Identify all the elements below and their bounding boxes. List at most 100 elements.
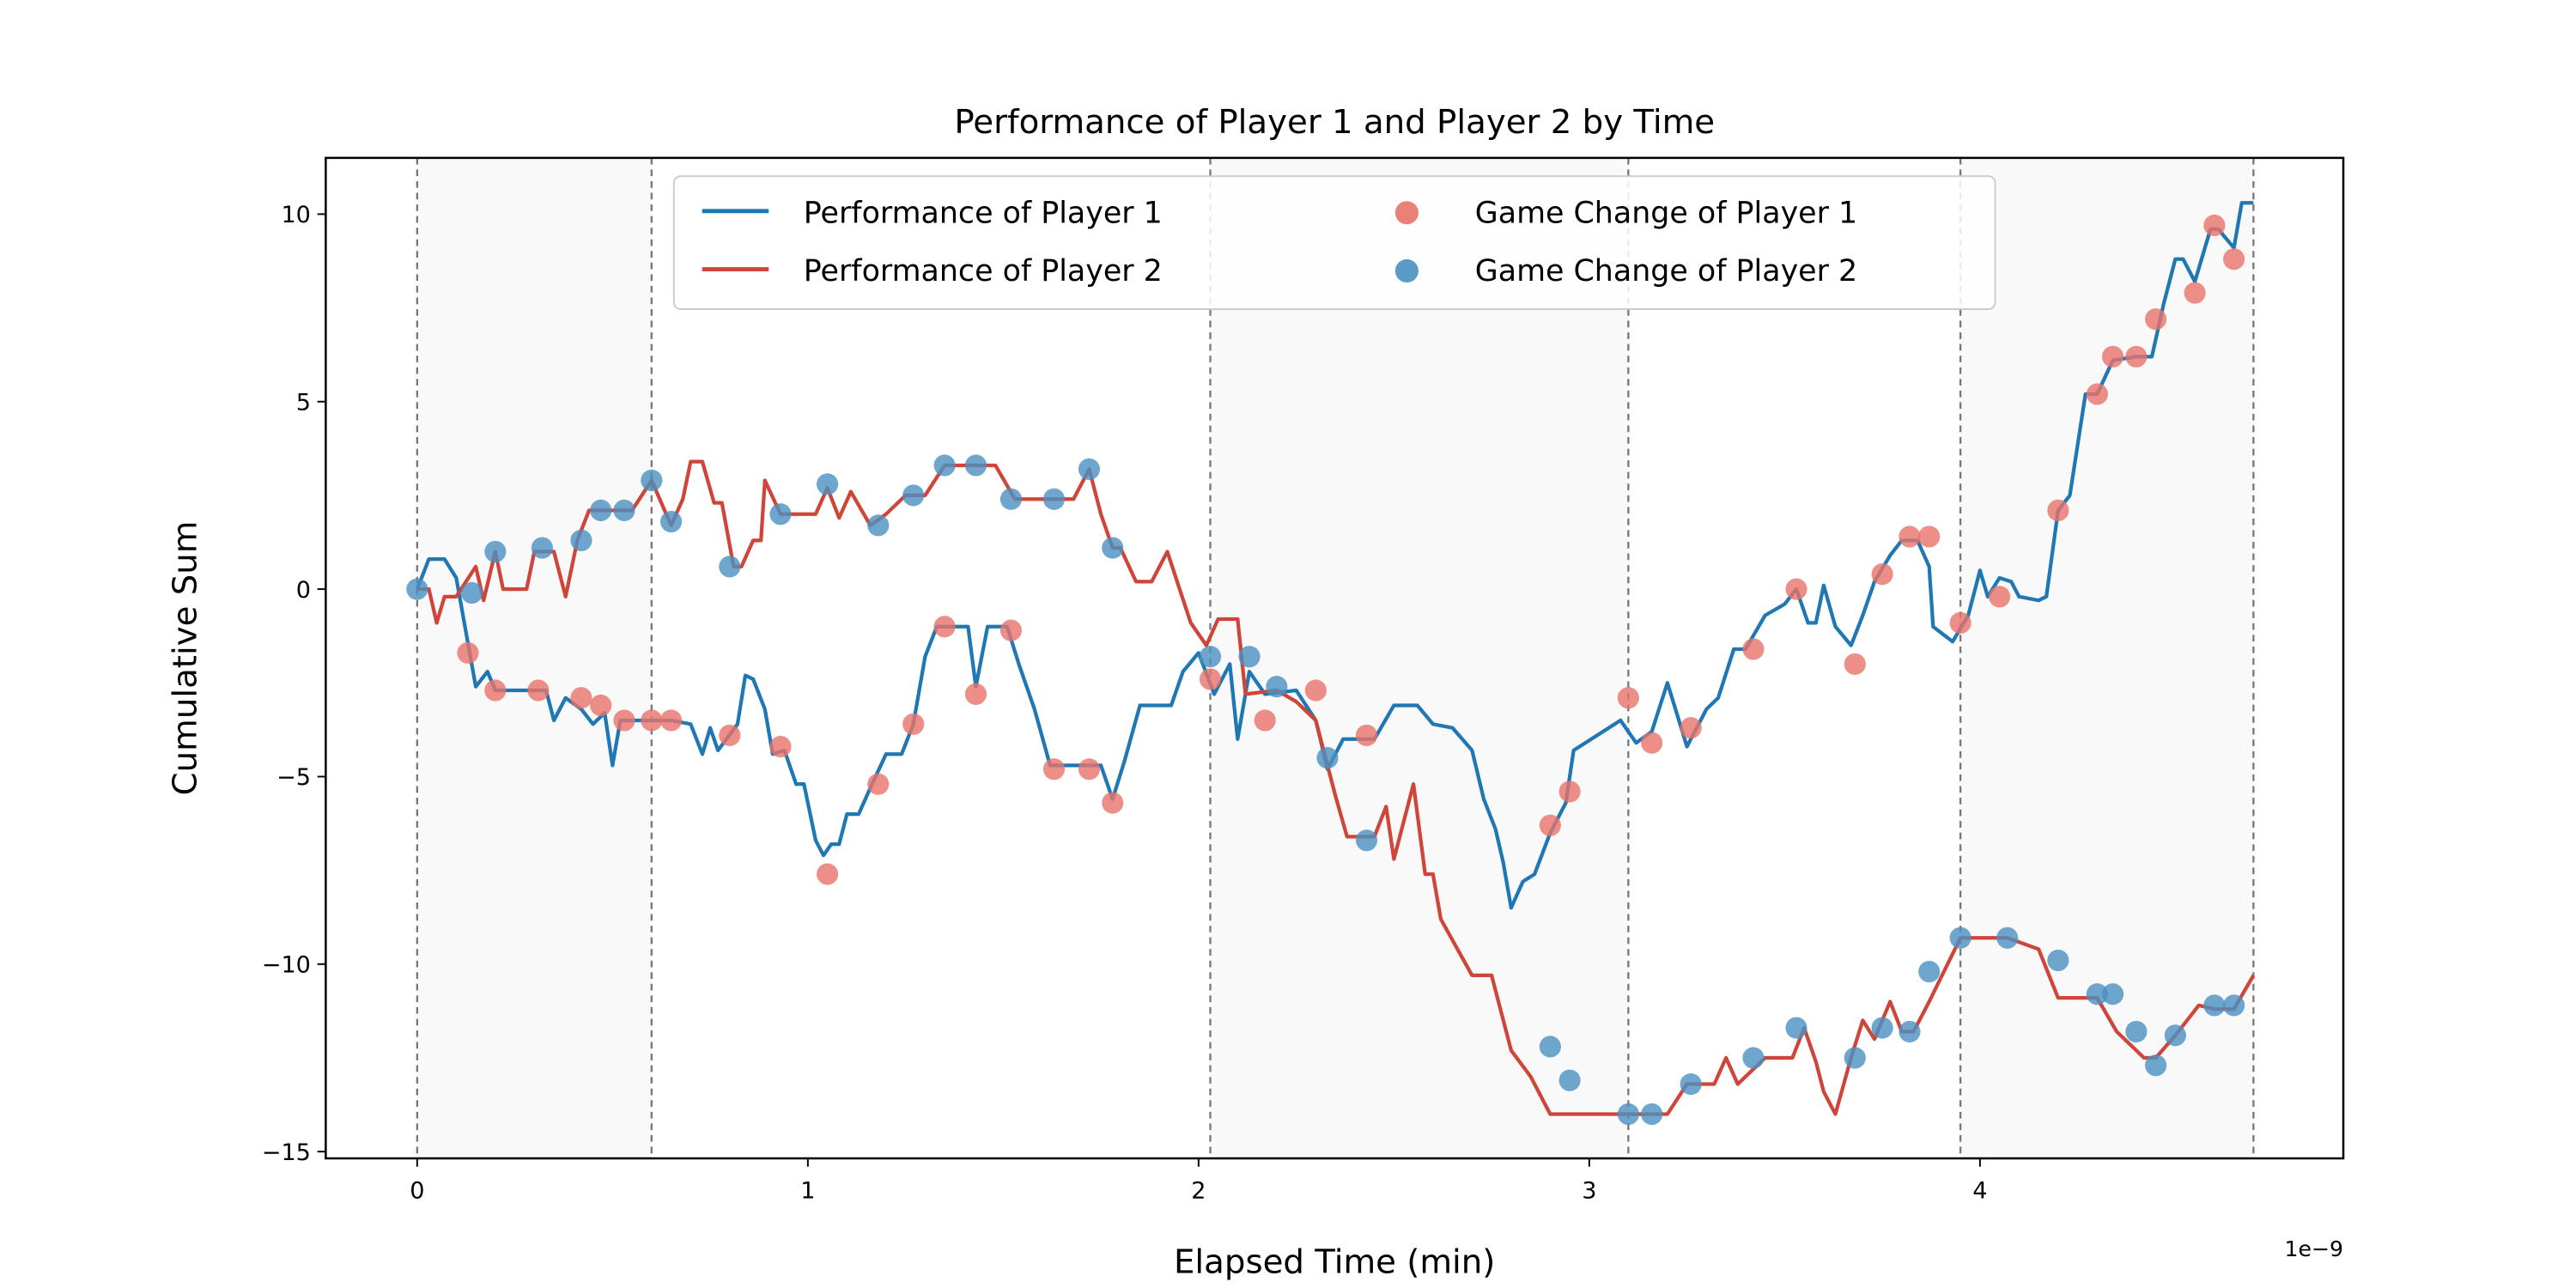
x-tick-label: 1 xyxy=(800,1177,815,1204)
scatter-point xyxy=(484,540,507,563)
scatter-point xyxy=(527,679,550,702)
scatter-point xyxy=(613,709,635,732)
scatter-point xyxy=(1558,781,1581,803)
scatter-point xyxy=(1785,578,1807,600)
scatter-point xyxy=(1844,653,1866,676)
scatter-point xyxy=(1617,687,1639,709)
scatter-point xyxy=(719,556,741,578)
scatter-point xyxy=(1304,679,1327,702)
scatter-point xyxy=(1641,732,1663,754)
scatter-point xyxy=(933,616,956,638)
scatter-point xyxy=(460,581,483,605)
scatter-point xyxy=(641,469,663,492)
scatter-point xyxy=(1641,1103,1663,1126)
scatter-point xyxy=(2223,248,2245,270)
y-tick-label: −10 xyxy=(262,951,311,978)
scatter-point xyxy=(999,488,1023,510)
axes-frame xyxy=(325,156,2345,1160)
scatter-point xyxy=(1742,1047,1765,1069)
scatter-point xyxy=(1539,1036,1561,1058)
scatter-point xyxy=(2086,383,2108,405)
scatter-point xyxy=(1102,792,1124,814)
y-tick-label: −5 xyxy=(276,764,311,791)
scatter-point xyxy=(2223,994,2245,1017)
scatter-point xyxy=(406,578,428,600)
x-offset-label: 1e−9 xyxy=(2284,1236,2343,1261)
scatter-point xyxy=(613,499,635,521)
game-shade xyxy=(1210,157,1629,1159)
x-axis-label: Elapsed Time (min) xyxy=(1174,1243,1495,1282)
scatter-point xyxy=(660,510,683,533)
legend-swatch xyxy=(1394,258,1419,283)
scatter-point xyxy=(1199,646,1222,668)
legend-label: Performance of Player 1 xyxy=(804,196,1163,230)
scatter-point xyxy=(1742,638,1765,660)
scatter-point xyxy=(570,687,592,709)
scatter-point xyxy=(817,473,839,495)
scatter-point xyxy=(641,709,663,732)
scatter-point xyxy=(590,694,612,717)
scatter-point xyxy=(660,709,683,732)
scatter-point xyxy=(457,641,479,664)
scatter-point xyxy=(1199,668,1222,690)
scatter-point xyxy=(1680,1072,1702,1096)
y-axis-label: Cumulative Sum xyxy=(166,521,204,796)
scatter-point xyxy=(590,499,612,521)
legend-label: Game Change of Player 2 xyxy=(1475,254,1857,289)
scatter-point xyxy=(1078,458,1101,480)
scatter-point xyxy=(902,713,925,735)
scatter-point xyxy=(2164,1024,2186,1047)
scatter-point xyxy=(964,683,987,705)
scatter-point xyxy=(1785,1017,1807,1039)
scatter-point xyxy=(719,724,741,746)
scatter-point xyxy=(2125,1020,2148,1043)
scatter-point xyxy=(2203,214,2226,237)
game-shade xyxy=(416,157,652,1159)
scatter-point xyxy=(964,454,987,477)
legend-label: Performance of Player 2 xyxy=(804,254,1163,289)
scatter-point xyxy=(1949,927,1971,949)
scatter-point xyxy=(1680,717,1702,739)
scatter-point xyxy=(867,514,890,537)
y-tick-label: 5 xyxy=(296,389,311,416)
scatter-point xyxy=(999,619,1023,641)
legend-box xyxy=(672,175,1996,310)
legend-label: Game Change of Player 1 xyxy=(1475,196,1857,230)
scatter-point xyxy=(1949,611,1971,634)
scatter-point xyxy=(2203,994,2226,1017)
chart-title: Performance of Player 1 and Player 2 by … xyxy=(954,103,1715,142)
x-tick-label: 0 xyxy=(410,1177,424,1204)
scatter-point xyxy=(2125,345,2148,368)
scatter-point xyxy=(817,863,839,885)
scatter-point xyxy=(902,484,925,507)
scatter-point xyxy=(531,537,554,559)
scatter-point xyxy=(2101,345,2124,368)
scatter-point xyxy=(1266,676,1288,698)
scatter-point xyxy=(570,529,592,551)
scatter-point xyxy=(1996,927,2019,949)
y-tick-label: 0 xyxy=(296,577,311,604)
scatter-point xyxy=(2047,499,2069,521)
scatter-point xyxy=(1871,1017,1893,1039)
scatter-point xyxy=(2086,983,2108,1005)
scatter-point xyxy=(1918,960,1941,983)
scatter-point xyxy=(1989,586,2011,608)
scatter-point xyxy=(1844,1047,1866,1069)
scatter-point xyxy=(1078,758,1101,781)
plot-area xyxy=(406,157,2256,1159)
scatter-point xyxy=(1558,1069,1581,1091)
scatter-point xyxy=(1316,747,1339,769)
scatter-point xyxy=(1355,724,1378,746)
scatter-point xyxy=(1918,526,1941,548)
scatter-point xyxy=(2145,308,2167,331)
y-tick-label: −15 xyxy=(262,1139,311,1166)
scatter-point xyxy=(1102,537,1124,559)
scatter-point xyxy=(769,735,792,758)
scatter-point xyxy=(1254,709,1276,732)
legend-swatch xyxy=(1394,201,1419,225)
scatter-point xyxy=(2101,983,2124,1005)
scatter-point xyxy=(484,679,507,702)
scatter-point xyxy=(1899,1020,1921,1043)
scatter-point xyxy=(867,773,890,795)
scatter-point xyxy=(2047,949,2069,972)
